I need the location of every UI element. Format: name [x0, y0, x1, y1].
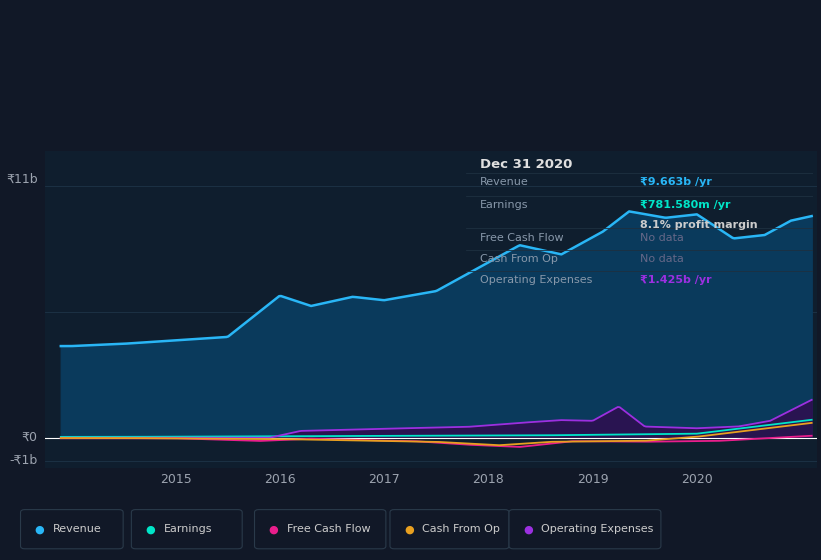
Text: ₹11b: ₹11b	[6, 172, 38, 185]
Text: Free Cash Flow: Free Cash Flow	[287, 524, 370, 534]
Text: ₹1.425b /yr: ₹1.425b /yr	[640, 276, 711, 286]
Text: ●: ●	[145, 524, 155, 534]
Text: Cash From Op: Cash From Op	[480, 254, 558, 264]
Text: Dec 31 2020: Dec 31 2020	[480, 158, 572, 171]
Text: ₹9.663b /yr: ₹9.663b /yr	[640, 177, 712, 187]
Text: Earnings: Earnings	[163, 524, 212, 534]
Text: No data: No data	[640, 232, 683, 242]
Text: ₹0: ₹0	[21, 431, 38, 444]
Text: ●: ●	[34, 524, 44, 534]
Text: Operating Expenses: Operating Expenses	[480, 276, 593, 286]
Text: -₹1b: -₹1b	[9, 454, 38, 467]
Text: ₹781.580m /yr: ₹781.580m /yr	[640, 200, 730, 210]
Text: ●: ●	[404, 524, 414, 534]
Text: ●: ●	[523, 524, 533, 534]
Text: Earnings: Earnings	[480, 200, 529, 210]
Text: 8.1% profit margin: 8.1% profit margin	[640, 220, 757, 230]
Text: Operating Expenses: Operating Expenses	[541, 524, 654, 534]
Text: No data: No data	[640, 254, 683, 264]
Text: Cash From Op: Cash From Op	[422, 524, 500, 534]
Text: Free Cash Flow: Free Cash Flow	[480, 232, 564, 242]
Text: ●: ●	[268, 524, 278, 534]
Text: Revenue: Revenue	[53, 524, 101, 534]
Text: Revenue: Revenue	[480, 177, 529, 187]
